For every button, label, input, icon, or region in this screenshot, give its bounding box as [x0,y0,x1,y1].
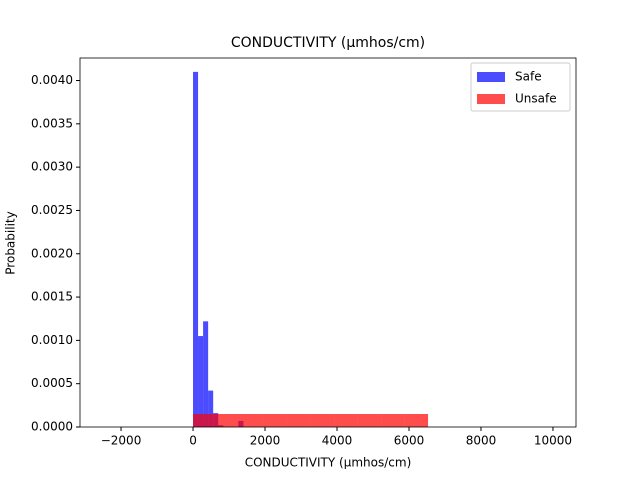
x-tick-label: 2000 [250,434,281,448]
x-tick-label: 10000 [534,434,572,448]
x-tick-label: 4000 [322,434,353,448]
histogram-bar [193,71,199,427]
x-tick-label: 0 [189,434,197,448]
y-axis-label: Probability [4,211,18,274]
plot-frame [79,57,577,428]
histogram-bar [334,414,358,427]
legend-swatch [477,72,505,82]
histogram-bar [357,414,382,427]
legend-swatch [477,94,505,104]
histogram-bar [404,414,429,427]
histogram-bar [208,390,214,427]
legend-label: Unsafe [515,92,557,106]
histogram-bar [310,414,335,427]
histogram-bar [193,414,217,427]
histogram-bar [216,414,241,427]
x-tick-label: 8000 [466,434,497,448]
histogram-bar [240,414,264,427]
x-tick-label: 6000 [394,434,425,448]
x-tick-label: −2000 [101,434,142,448]
y-tick-label: 0.0025 [31,203,73,217]
y-tick-label: 0.0040 [31,73,73,87]
legend-label: Safe [515,70,542,84]
histogram-bar [203,321,209,427]
y-tick-label: 0.0005 [31,376,73,390]
chart-title: CONDUCTIVITY (µmhos/cm) [231,35,425,51]
y-tick-label: 0.0035 [31,116,73,130]
histogram-bar [198,336,204,427]
histogram-bar [263,414,288,427]
y-tick-label: 0.0020 [31,246,73,260]
y-tick-label: 0.0030 [31,160,73,174]
y-tick-label: 0.0010 [31,333,73,347]
histogram-bar [381,414,405,427]
x-axis-label: CONDUCTIVITY (µmhos/cm) [245,456,412,470]
y-tick-label: 0.0000 [31,420,73,434]
histogram-bar [287,414,311,427]
y-tick-label: 0.0015 [31,290,73,304]
